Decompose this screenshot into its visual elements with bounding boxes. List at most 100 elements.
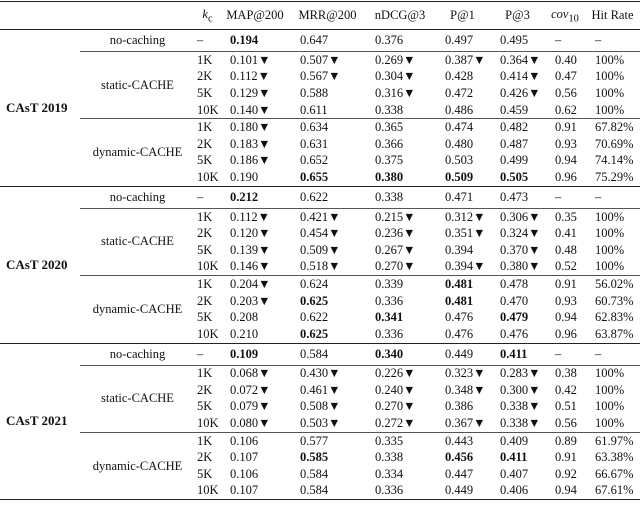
table-row: 2K 0.120▼ 0.454▼ 0.236▼ 0.351▼ 0.324▼ 0.41 100% bbox=[0, 225, 640, 242]
metric-cell: 0.106 bbox=[220, 431, 290, 450]
metric-cell: 0.481 bbox=[435, 275, 490, 293]
bold-value: 0.411 bbox=[500, 450, 528, 465]
metric-cell: 0.208 bbox=[230, 310, 259, 325]
metric-cell: 0.624 bbox=[290, 275, 365, 293]
cache-size: 2K bbox=[197, 293, 213, 308]
metric-cell: 0.272▼ bbox=[375, 416, 416, 431]
metric-cell: 74.14% bbox=[595, 153, 634, 168]
metric-cell: 0.139▼ bbox=[230, 242, 271, 257]
table-row: 10K 0.107 0.584 0.336 0.449 0.406 0.94 67.61% bbox=[0, 483, 640, 500]
metric-cell: 0.472 bbox=[445, 85, 474, 100]
table-row: 2K 0.112▼ 0.567▼ 0.304▼ 0.428 0.414▼ 0.47 100% bbox=[0, 69, 640, 86]
metric-cell: 0.194 bbox=[220, 29, 290, 52]
metric-cell: 0.508▼ bbox=[300, 399, 341, 414]
metric-cell: 0.94 bbox=[555, 483, 577, 498]
cache-size: – bbox=[195, 29, 220, 52]
metric-cell: 0.068▼ bbox=[220, 364, 290, 383]
metric-cell: 0.430▼ bbox=[290, 364, 365, 383]
table-row: 10K 0.190 0.655 0.380 0.509 0.505 0.96 75.29% bbox=[0, 169, 640, 186]
metric-cell: 0.338▼ bbox=[500, 399, 541, 414]
symbol: k bbox=[202, 6, 208, 21]
cache-size: 1K bbox=[195, 364, 220, 383]
bold-value: 0.655 bbox=[300, 169, 329, 184]
metric-cell: 0.584 bbox=[290, 342, 365, 365]
metric-cell: 61.97% bbox=[585, 431, 640, 450]
metric-cell: 0.348▼ bbox=[445, 382, 486, 397]
metric-cell: 0.89 bbox=[545, 431, 585, 450]
empty-header bbox=[80, 1, 195, 30]
metric-cell: 0.35 bbox=[545, 207, 585, 226]
metric-cell: 0.304▼ bbox=[375, 69, 416, 84]
metric-cell: 0.499 bbox=[500, 153, 529, 168]
cache-size: 1K bbox=[195, 207, 220, 226]
metric-cell: 0.482 bbox=[490, 118, 545, 136]
metric-cell: 0.631 bbox=[300, 136, 329, 151]
metric-cell: 70.69% bbox=[595, 136, 634, 151]
metric-cell: 0.476 bbox=[500, 326, 529, 341]
metric-cell: 100% bbox=[595, 102, 625, 117]
metric-cell: 0.338▼ bbox=[500, 416, 541, 431]
metric-cell: 0.625 bbox=[290, 293, 365, 310]
metric-cell: – bbox=[585, 185, 640, 209]
metric-cell: 100% bbox=[585, 207, 640, 226]
method-label: dynamic-CACHE bbox=[80, 431, 195, 500]
table-row: 10K 0.080▼ 0.503▼ 0.272▼ 0.367▼ 0.338▼ 0.56 100… bbox=[0, 415, 640, 432]
metric-cell: 0.334 bbox=[375, 466, 404, 481]
metric-cell: 63.87% bbox=[595, 326, 634, 341]
metric-cell: 0.495 bbox=[490, 29, 545, 52]
bold-value: 0.625 bbox=[300, 326, 329, 341]
metric-cell: 66.67% bbox=[595, 466, 634, 481]
cache-size: 2K bbox=[197, 136, 213, 151]
metric-cell: 0.324▼ bbox=[500, 226, 541, 241]
metric-cell: 0.622 bbox=[300, 310, 329, 325]
metric-cell: 0.454▼ bbox=[300, 226, 341, 241]
bold-value: 0.479 bbox=[500, 310, 529, 325]
table-body: CAsT 2019 no-caching –0.194 0.647 0.376 0.497… bbox=[0, 29, 640, 500]
metric-cell: 0.507▼ bbox=[290, 50, 365, 69]
metric-cell: 0.129▼ bbox=[230, 85, 271, 100]
subscript: 10 bbox=[568, 13, 579, 25]
metric-cell: 100% bbox=[595, 382, 625, 397]
metric-cell: 0.481 bbox=[435, 293, 490, 310]
metric-cell: 0.48 bbox=[555, 242, 577, 257]
table-row: static-CACHE 1K 0.101▼ 0.507▼ 0.269▼ 0.387▼ 0.… bbox=[0, 50, 640, 119]
metric-cell: 0.459 bbox=[500, 102, 529, 117]
cache-size: 5K bbox=[197, 153, 213, 168]
metric-cell: 100% bbox=[595, 69, 625, 84]
metric-cell: 0.428 bbox=[445, 69, 474, 84]
metric-cell: 0.91 bbox=[545, 118, 585, 136]
metric-cell: 0.584 bbox=[300, 483, 329, 498]
metric-cell: 0.91 bbox=[545, 275, 585, 293]
cache-size: – bbox=[195, 342, 220, 365]
metric-cell: 0.585 bbox=[290, 449, 365, 466]
metric-cell: 0.072▼ bbox=[230, 382, 271, 397]
metric-cell: 0.140▼ bbox=[230, 102, 271, 117]
metric-cell: 0.300▼ bbox=[500, 382, 541, 397]
table-row: static-CACHE 1K 0.112▼ 0.421▼ 0.215▼ 0.312▼ 0.… bbox=[0, 207, 640, 276]
metric-cell: 0.106 bbox=[230, 466, 259, 481]
bold-value: 0.509 bbox=[445, 169, 474, 184]
bold-value: 0.456 bbox=[445, 450, 474, 465]
cache-size: 5K bbox=[197, 242, 213, 257]
cache-size: 5K bbox=[197, 399, 213, 414]
metric-cell: 0.497 bbox=[435, 29, 490, 52]
metric-cell: – bbox=[545, 29, 585, 52]
metric-cell: 0.478 bbox=[490, 275, 545, 293]
bold-value: 0.625 bbox=[300, 293, 329, 308]
bold-value: 0.585 bbox=[300, 450, 329, 465]
metric-cell: 0.338 bbox=[375, 102, 404, 117]
metric-cell: 0.107 bbox=[230, 450, 259, 465]
metric-cell: 0.365 bbox=[365, 118, 435, 136]
metric-cell: 0.93 bbox=[555, 293, 577, 308]
metric-cell: 0.447 bbox=[445, 466, 474, 481]
metric-cell: 0.370▼ bbox=[500, 242, 541, 257]
metric-cell: 0.625 bbox=[290, 326, 365, 343]
metric-cell: – bbox=[545, 342, 585, 365]
bold-value: 0.109 bbox=[230, 346, 259, 361]
metric-cell: 0.339 bbox=[365, 275, 435, 293]
metric-cell: 0.476 bbox=[445, 310, 474, 325]
table-row: 2K 0.107 0.585 0.338 0.456 0.411 0.91 63.38% bbox=[0, 449, 640, 466]
metric-cell: 0.375 bbox=[375, 153, 404, 168]
metric-cell: 0.380▼ bbox=[500, 259, 541, 274]
metric-cell: 0.204▼ bbox=[220, 275, 290, 293]
